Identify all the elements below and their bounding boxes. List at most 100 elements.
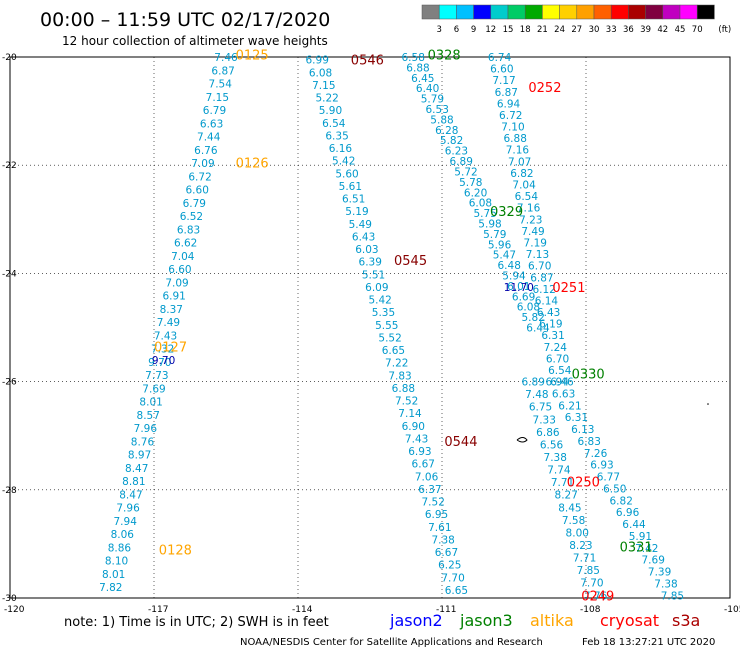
swh-value: 7.49 <box>521 226 544 238</box>
swh-value: 7.04 <box>171 251 195 263</box>
legend-swatch <box>524 4 543 20</box>
swh-value: 6.82 <box>610 495 633 507</box>
swh-value: 5.94 <box>502 270 526 282</box>
swh-value: 6.82 <box>510 168 533 180</box>
legend-label: 30 <box>589 25 600 35</box>
swh-value: 6.13 <box>571 424 594 436</box>
legend-label: 45 <box>675 25 686 35</box>
swh-value: 6.72 <box>188 171 211 183</box>
swh-value: 7.54 <box>209 79 233 91</box>
swh-value: 7.46 <box>214 52 238 64</box>
swh-value: 7.09 <box>165 277 188 289</box>
legend-label: 18 <box>520 25 531 35</box>
legend-swatch <box>593 4 612 20</box>
swh-value: 7.17 <box>492 75 515 87</box>
swh-value: 7.13 <box>526 249 549 261</box>
swh-value-high: 9.70 <box>152 355 175 367</box>
swh-value: 7.38 <box>431 534 454 546</box>
legend-label: 39 <box>640 25 651 35</box>
swh-value: 7.16 <box>506 145 530 157</box>
legend-swatch <box>438 4 457 20</box>
swh-value: 6.87 <box>530 272 553 284</box>
swh-value: 7.70 <box>580 578 603 590</box>
swh-value: 6.09 <box>365 282 388 294</box>
swh-value: 8.81 <box>122 476 145 488</box>
swh-value: 6.03 <box>355 244 378 256</box>
legend-label: 70 <box>692 25 703 35</box>
swh-value: 6.25 <box>438 560 461 572</box>
swh-value: 5.96 <box>488 239 512 251</box>
swh-value: 7.52 <box>395 396 418 408</box>
legend-label: 12 <box>485 25 496 35</box>
swh-value: 7.85 <box>661 590 684 602</box>
swh-value: 6.95 <box>425 509 448 521</box>
swh-value: 7.26 <box>584 448 608 460</box>
swh-value: 5.91 <box>629 531 652 543</box>
legend-swatch <box>456 4 474 20</box>
swh-value: 6.88 <box>504 133 527 145</box>
swh-value: 7.22 <box>385 358 408 370</box>
track: 6.897.486.757.336.866.567.387.747.718.27… <box>522 377 608 603</box>
swh-value: 6.44 <box>622 519 646 531</box>
track: 7.466.877.547.156.796.637.446.767.096.72… <box>99 52 238 594</box>
map-title: 00:00 – 11:59 UTC 02/17/2020 <box>40 9 330 31</box>
x-tick-label: -105 <box>724 605 740 615</box>
legend-swatch <box>662 4 681 20</box>
swh-value: 6.52 <box>180 211 203 223</box>
plot-frame <box>9 56 731 599</box>
legend-swatch <box>645 4 664 20</box>
satellite-name: jason2 <box>389 611 443 630</box>
satellite-name: s3a <box>672 611 700 630</box>
legend-swatch <box>490 4 509 20</box>
legend-label: 21 <box>537 25 548 35</box>
swh-value: 5.75 <box>474 208 497 220</box>
swh-value: 6.70 <box>528 261 551 273</box>
pass-label: 0126 <box>236 156 269 171</box>
swh-value: 5.79 <box>483 229 506 241</box>
swh-value: 6.40 <box>416 83 439 95</box>
legend-swatch <box>576 4 595 20</box>
y-axis-ticks: -20 -22 -24 -26 -28 -30 <box>2 53 17 604</box>
swh-value: 7.32 <box>151 344 174 356</box>
swh-value: 6.67 <box>412 459 435 471</box>
swh-value: 7.58 <box>562 515 585 527</box>
legend-label: 27 <box>571 25 582 35</box>
pass-label: 0329 <box>490 205 523 220</box>
swh-value: 6.43 <box>537 307 560 319</box>
swh-value: 6.90 <box>402 421 425 433</box>
swh-value: 6.08 <box>469 198 492 210</box>
swh-value: 6.93 <box>408 446 431 458</box>
y-tick-label: -24 <box>2 269 17 279</box>
swh-value: 6.28 <box>435 125 458 137</box>
swh-value: 5.78 <box>459 177 482 189</box>
swh-value: 6.45 <box>411 73 434 85</box>
swh-value: 8.27 <box>555 490 578 502</box>
swh-value: 7.85 <box>577 565 600 577</box>
pass-label: 0328 <box>428 48 461 63</box>
grid-lines <box>10 57 730 598</box>
legend-label: 42 <box>657 25 668 35</box>
legend-swatch <box>610 4 629 20</box>
swh-value: 8.47 <box>119 489 142 501</box>
swh-value: 6.23 <box>445 146 468 158</box>
swh-value: 6.67 <box>435 547 458 559</box>
swh-value: 6.99 <box>306 55 329 67</box>
swh-value: 6.60 <box>168 264 191 276</box>
swh-value: 5.47 <box>493 250 516 262</box>
swh-value: 6.87 <box>495 87 518 99</box>
swh-value-high: 11.70 <box>504 282 534 294</box>
swh-value: 6.48 <box>498 260 521 272</box>
y-tick-label: -30 <box>2 594 17 604</box>
satellite-name: cryosat <box>600 611 659 630</box>
pass-label: 0545 <box>394 254 427 269</box>
swh-value: 6.69 <box>512 291 535 303</box>
swh-value: 7.96 <box>116 503 140 515</box>
swh-value: 7.38 <box>544 452 567 464</box>
swh-value: 5.19 <box>345 206 368 218</box>
swh-value: 6.87 <box>211 65 234 77</box>
swh-value: 7.38 <box>654 578 677 590</box>
swh-value: 7.06 <box>415 471 439 483</box>
swh-value: 5.51 <box>362 269 385 281</box>
x-tick-label: -108 <box>580 605 601 615</box>
swh-value: 6.72 <box>499 110 522 122</box>
